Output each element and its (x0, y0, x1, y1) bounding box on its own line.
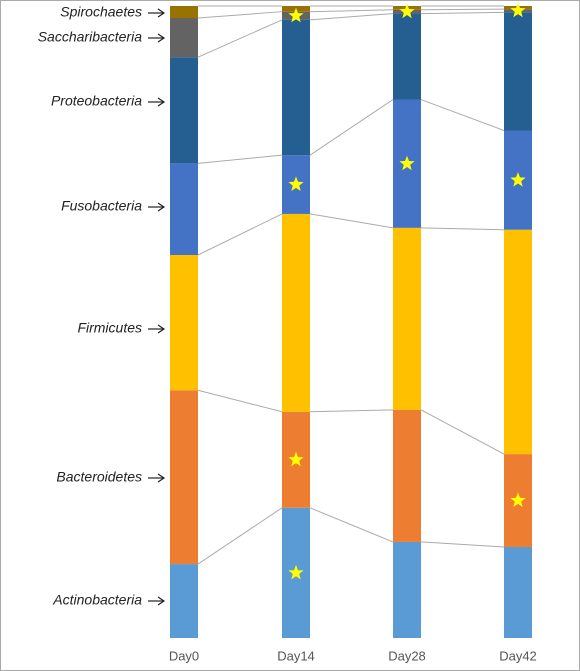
legend-arrowhead (157, 8, 166, 18)
legend-label: Proteobacteria (51, 93, 142, 109)
bar-segment (170, 57, 198, 164)
legend-arrowhead (157, 324, 166, 334)
bar-segment (504, 229, 532, 455)
legend: Actinobacteria Bacteroidetes Firmicutes Fus… (38, 4, 166, 608)
significance-star (399, 3, 415, 19)
connector-line (197, 507, 283, 565)
connector-lines (197, 5, 505, 565)
connector-line (420, 227, 505, 231)
bar-segment (393, 541, 421, 638)
bar-segment (170, 18, 198, 58)
legend-arrowhead (157, 473, 166, 483)
significance-star (288, 451, 304, 467)
legend-label: Firmicutes (77, 320, 142, 336)
significance-star (288, 176, 304, 191)
bar-segment (393, 227, 421, 410)
legend-label: Spirochaetes (60, 4, 142, 20)
bar-segment (393, 409, 421, 542)
significance-star (510, 2, 526, 18)
legend-label: Bacteroidetes (56, 469, 142, 485)
connector-line (197, 389, 283, 413)
connector-line (197, 11, 283, 19)
connector-line (309, 99, 394, 156)
bar-segment (282, 213, 310, 412)
bar-segment (393, 13, 421, 100)
significance-star (288, 7, 304, 23)
legend-arrowhead (157, 596, 166, 606)
connector-line (309, 409, 394, 413)
legend-label: Fusobacteria (61, 198, 142, 214)
connector-line (420, 99, 505, 131)
significance-star (288, 564, 304, 580)
legend-label: Actinobacteria (52, 592, 142, 608)
significance-star (399, 155, 415, 171)
x-tick-label: Day28 (388, 648, 426, 663)
legend-arrowhead (157, 33, 166, 43)
bar-segment (504, 12, 532, 131)
connector-line (197, 213, 283, 256)
x-tick-label: Day0 (169, 648, 199, 663)
bar-segment (504, 546, 532, 638)
connector-line (420, 541, 505, 548)
connector-line (309, 13, 394, 21)
bars: Day0 Day14 Day28 Day42 (169, 2, 537, 663)
x-tick-label: Day42 (499, 648, 537, 663)
connector-line (420, 409, 505, 455)
connector-line (420, 11, 505, 15)
legend-arrowhead (157, 202, 166, 212)
significance-star (510, 492, 526, 507)
bar-segment (170, 163, 198, 256)
legend-label: Saccharibacteria (38, 29, 142, 45)
connector-line (309, 213, 394, 229)
bar-segment (170, 6, 198, 19)
connector-line (309, 9, 394, 13)
connector-line (309, 507, 394, 543)
significance-star (510, 172, 526, 187)
connector-line (197, 19, 283, 58)
bar-segment (170, 390, 198, 565)
bar-segment (282, 19, 310, 156)
connector-line (420, 8, 505, 11)
bar-segment (170, 255, 198, 391)
bar-segment (170, 564, 198, 638)
connector-line (197, 154, 283, 164)
legend-arrowhead (157, 97, 166, 107)
x-tick-label: Day14 (277, 648, 315, 663)
